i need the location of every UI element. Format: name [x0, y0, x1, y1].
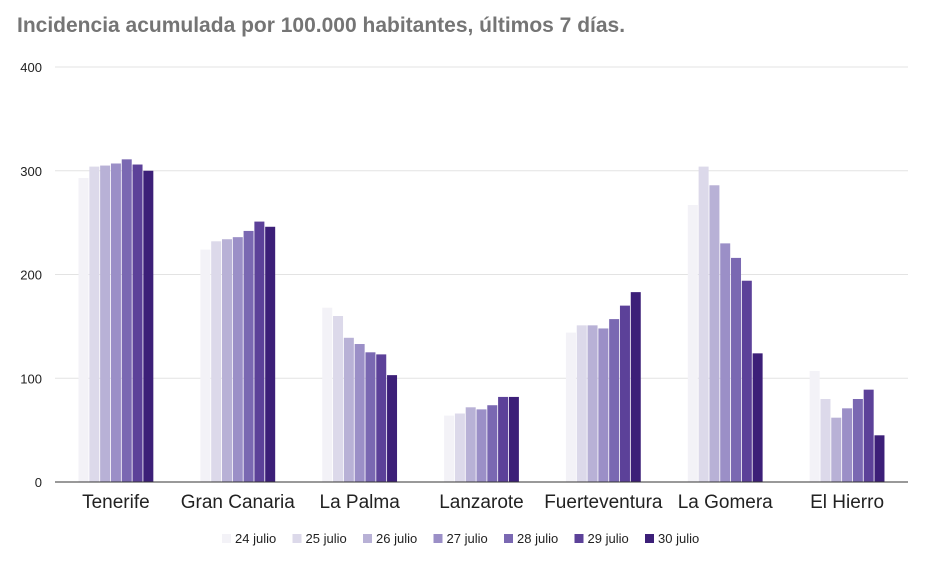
bar	[444, 415, 455, 482]
bar	[852, 399, 863, 482]
bar	[709, 185, 720, 482]
bar	[110, 163, 121, 483]
bar	[465, 407, 476, 482]
legend-label: 29 julio	[588, 531, 629, 546]
bar	[200, 249, 211, 482]
bar	[354, 344, 365, 482]
x-tick-label: Gran Canaria	[181, 492, 295, 513]
bar	[619, 305, 630, 482]
bar	[333, 316, 344, 482]
bar-group	[200, 221, 276, 482]
gridlines	[55, 66, 908, 379]
y-tick-label: 400	[20, 60, 42, 75]
legend-item: 26 julio	[363, 531, 417, 546]
y-tick-label: 200	[20, 268, 42, 283]
legend-label: 28 julio	[517, 531, 558, 546]
bar	[487, 405, 498, 482]
bar	[498, 396, 509, 482]
x-tick-label: Lanzarote	[439, 492, 524, 513]
legend-item: 28 julio	[504, 531, 558, 546]
bar	[322, 307, 333, 482]
bar	[476, 409, 487, 482]
bar	[454, 413, 465, 482]
legend-item: 30 julio	[645, 531, 699, 546]
bar	[698, 166, 709, 482]
bar	[232, 237, 243, 482]
bars	[78, 159, 885, 483]
legend-swatch	[574, 534, 584, 543]
bar	[863, 389, 874, 482]
bar	[221, 239, 232, 482]
bar	[265, 226, 276, 482]
legend-label: 30 julio	[658, 531, 699, 546]
legend: 24 julio 25 julio 26 julio 27 julio 28 julio…	[222, 531, 699, 546]
legend-item: 27 julio	[433, 531, 488, 546]
bar-group	[687, 166, 763, 483]
bar	[78, 178, 89, 482]
bar	[731, 257, 742, 482]
legend-swatch	[222, 534, 231, 543]
bar	[254, 221, 265, 482]
legend-item: 25 julio	[292, 531, 347, 546]
bar	[598, 328, 609, 482]
bar	[508, 396, 519, 482]
bar	[243, 230, 254, 482]
bar	[132, 164, 143, 482]
bar	[842, 408, 853, 482]
legend-item: 29 julio	[574, 531, 629, 546]
legend-swatch	[363, 534, 372, 543]
bar	[565, 332, 576, 482]
bar	[343, 337, 354, 482]
bar	[820, 399, 831, 482]
bar	[576, 325, 587, 482]
legend-item: 24 julio	[222, 531, 276, 546]
bar	[211, 241, 222, 482]
y-tick-label: 300	[20, 164, 42, 179]
y-tick-label: 0	[35, 475, 42, 490]
bar-group	[565, 292, 641, 482]
x-tick-label: El Hierro	[810, 492, 884, 513]
legend-label: 26 julio	[376, 531, 417, 546]
bar	[809, 370, 820, 482]
legend-swatch	[292, 534, 302, 543]
y-tick-label: 100	[20, 371, 42, 386]
x-tick-label: La Gomera	[678, 492, 773, 513]
legend-swatch	[645, 534, 654, 543]
legend-label: 27 julio	[447, 531, 488, 546]
x-tick-label: Tenerife	[82, 492, 150, 513]
bar	[752, 353, 763, 482]
bar	[89, 166, 100, 482]
chart-title: Incidencia acumulada por 100.000 habitan…	[17, 14, 626, 37]
bar	[376, 354, 387, 482]
y-axis-ticks: 0 100 200 300 400	[20, 60, 42, 490]
legend-swatch	[433, 534, 443, 543]
bar	[121, 159, 132, 482]
legend-swatch	[504, 534, 513, 543]
bar-group	[322, 307, 398, 482]
x-tick-label: Fuerteventura	[544, 492, 663, 513]
bar	[630, 292, 641, 482]
bar	[687, 204, 698, 483]
bar	[387, 375, 398, 482]
legend-label: 25 julio	[306, 531, 347, 546]
x-tick-label: La Palma	[320, 492, 401, 513]
bar	[609, 319, 620, 482]
bar	[874, 435, 885, 482]
bar	[720, 243, 731, 482]
bar	[100, 165, 111, 482]
bar	[587, 325, 598, 482]
x-axis-ticks: Tenerife Gran Canaria La Palma Lanzarote Fue…	[82, 492, 884, 513]
bar	[143, 170, 154, 482]
bar-group	[444, 396, 519, 482]
legend-label: 24 julio	[235, 531, 276, 546]
bar	[741, 280, 752, 482]
bar-group	[809, 370, 885, 482]
bar-group	[78, 159, 154, 483]
bar	[831, 417, 842, 482]
bar	[365, 352, 376, 482]
